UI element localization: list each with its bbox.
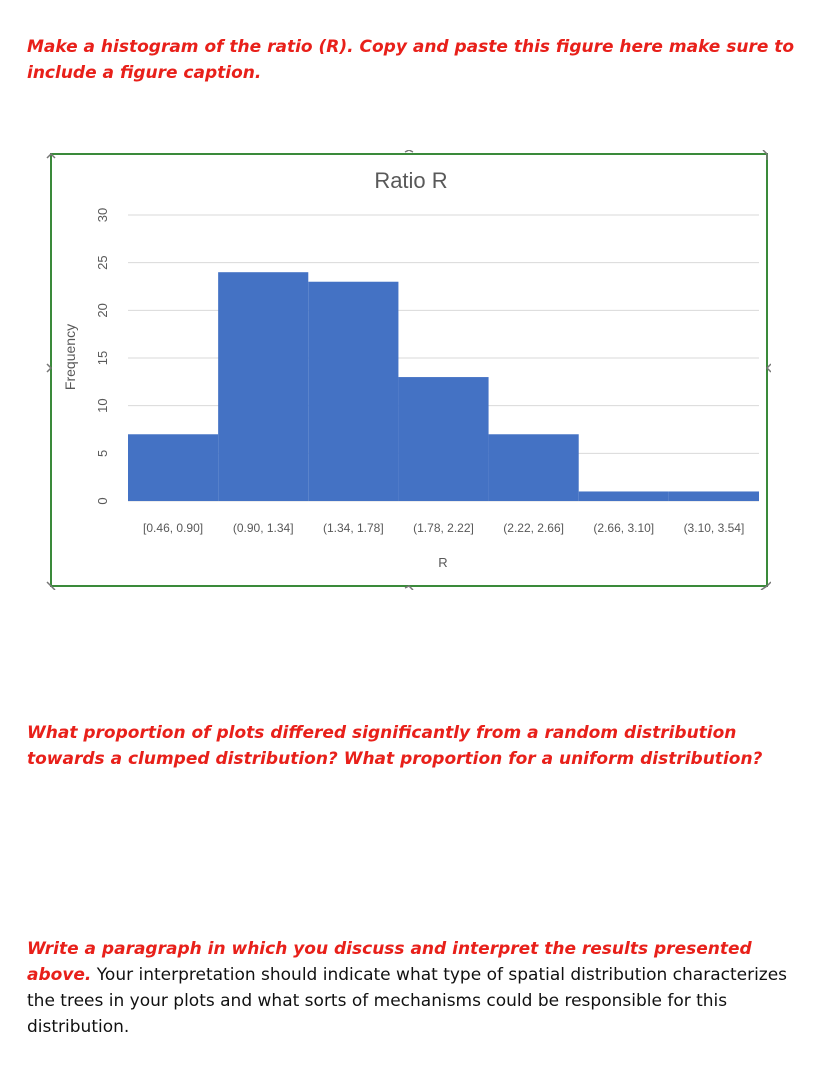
x-tick-label: (2.66, 3.10] — [593, 521, 654, 535]
resize-handle-top-right[interactable] — [762, 150, 768, 160]
histogram-bars — [128, 272, 759, 501]
question-histogram-prompt: Make a histogram of the ratio (R). Copy … — [27, 37, 795, 83]
y-tick-label: 20 — [95, 303, 110, 317]
histogram-bar — [578, 491, 669, 501]
x-tick-label: (1.78, 2.22] — [413, 521, 474, 535]
x-tick-labels: [0.46, 0.90] (0.90, 1.34] (1.34, 1.78] (1.7… — [143, 521, 744, 535]
histogram-bar — [308, 281, 399, 501]
y-tick-label: 0 — [95, 497, 110, 504]
histogram-chart: Ratio R Frequency R 0 5 10 15 20 25 30 [0.46, … — [46, 150, 771, 590]
x-tick-label: (0.90, 1.34] — [233, 521, 294, 535]
question-paragraph-instructions: Your interpretation should indicate what… — [27, 965, 788, 1037]
x-tick-label: (1.34, 1.78] — [323, 521, 384, 535]
y-tick-label: 10 — [95, 398, 110, 412]
question-paragraph-lead: Write a paragraph in which you discuss a… — [27, 939, 752, 985]
x-tick-label: [0.46, 0.90] — [143, 521, 203, 535]
y-axis-label: Frequency — [62, 324, 78, 390]
histogram-bar — [128, 434, 219, 501]
y-tick-label: 25 — [95, 255, 110, 269]
y-tick-label: 30 — [95, 208, 110, 222]
resize-handle-bottom-right[interactable] — [760, 581, 771, 590]
question-paragraph-prompt: Write a paragraph in which you discuss a… — [27, 936, 797, 1040]
resize-handle-top[interactable] — [404, 150, 414, 153]
y-tick-labels: 0 5 10 15 20 25 30 — [95, 208, 110, 505]
resize-handle-bottom[interactable] — [404, 585, 414, 590]
resize-handle-top-left[interactable] — [46, 152, 56, 159]
resize-handle-right[interactable] — [765, 363, 771, 373]
question-proportion-prompt: What proportion of plots differed signif… — [27, 723, 763, 769]
histogram-bar — [398, 377, 489, 501]
histogram-bar — [668, 491, 759, 501]
chart-title: Ratio R — [374, 168, 447, 193]
y-tick-label: 15 — [95, 351, 110, 365]
resize-handle-left[interactable] — [46, 363, 53, 373]
histogram-bar — [218, 272, 309, 501]
x-axis-label: R — [438, 555, 447, 570]
y-tick-label: 5 — [95, 450, 110, 457]
histogram-figure[interactable]: Ratio R Frequency R 0 5 10 15 20 25 30 [0.46, … — [45, 150, 771, 590]
x-tick-label: (2.22, 2.66] — [503, 521, 564, 535]
chart-border — [50, 153, 768, 587]
resize-handle-bottom-left[interactable] — [46, 581, 56, 590]
x-tick-label: (3.10, 3.54] — [684, 521, 745, 535]
histogram-bar — [488, 434, 579, 501]
